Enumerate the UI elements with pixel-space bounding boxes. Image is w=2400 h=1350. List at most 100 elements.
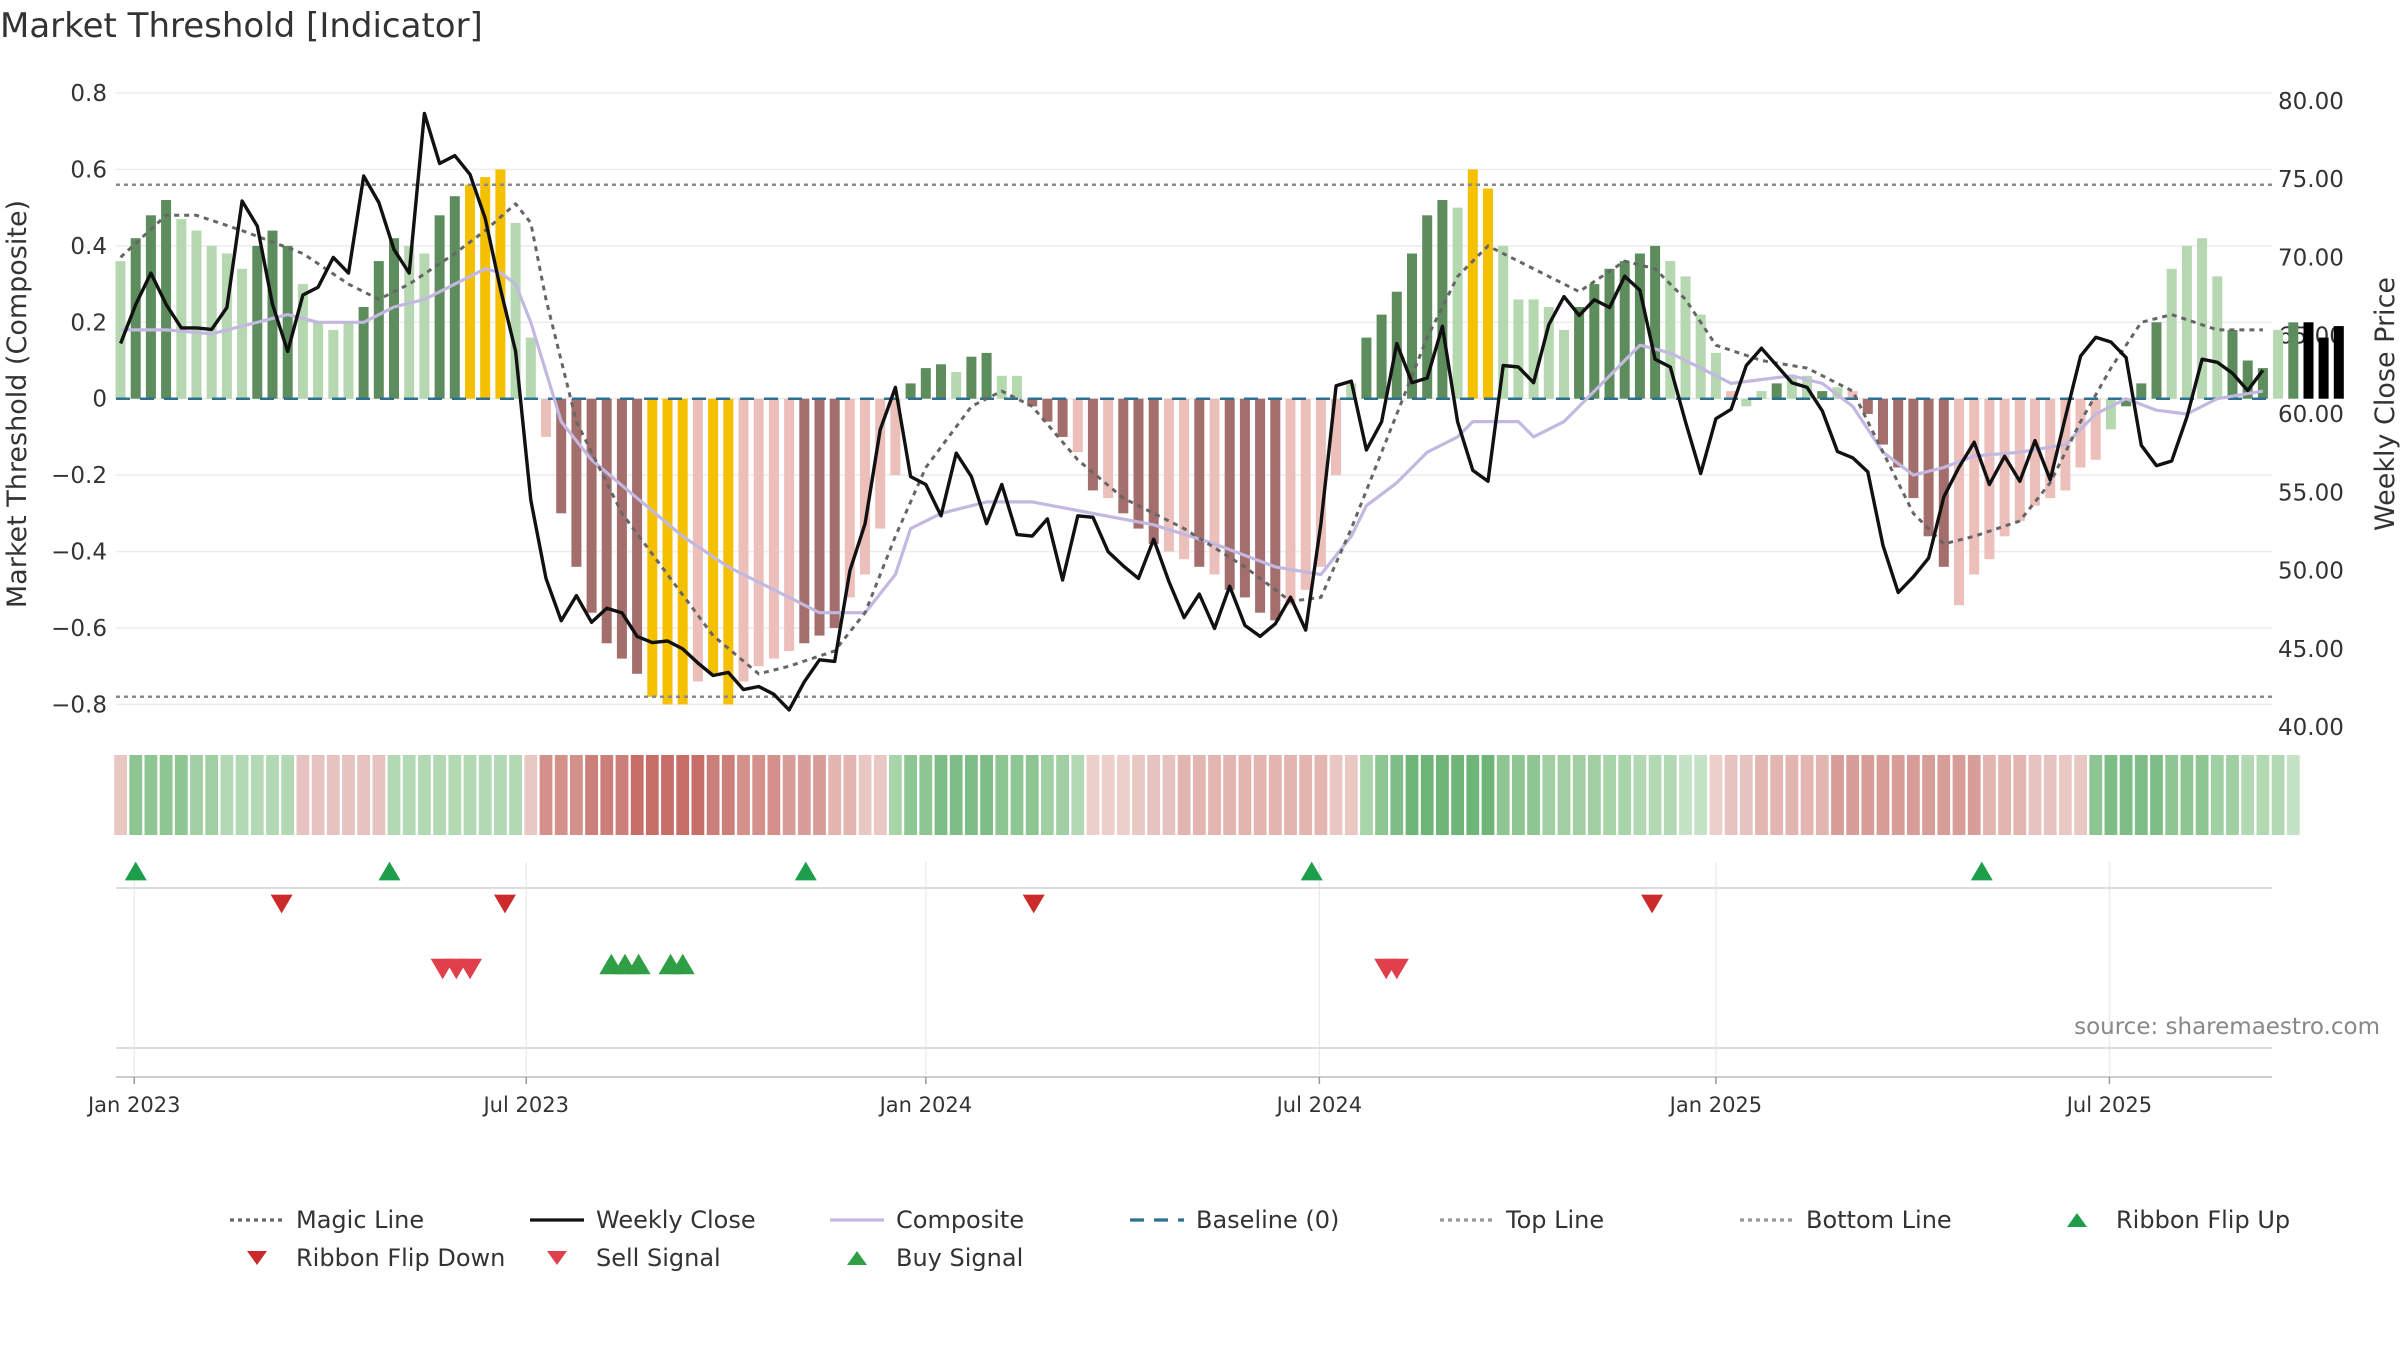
y2-tick-label: 50.00 [2278, 559, 2344, 585]
ribbon-cell [2089, 755, 2103, 835]
ribbon-cell [235, 755, 249, 835]
legend-swatch [1440, 1218, 1494, 1222]
ribbon-cell [1147, 755, 1161, 835]
ribbon-cell [1770, 755, 1784, 835]
ribbon-cell [402, 755, 416, 835]
composite-bar [662, 398, 673, 705]
y2-axis-label: Weekly Close Price [2370, 277, 2400, 531]
ribbon-cell [387, 755, 401, 835]
composite-bar [389, 238, 399, 399]
ribbon-cell [585, 755, 598, 835]
composite-bar [221, 253, 232, 399]
composite-bar [860, 398, 870, 575]
composite-bar [1057, 398, 1068, 437]
composite-bar [1072, 398, 1083, 453]
ribbon-cell [1344, 755, 1358, 835]
composite-bar [784, 398, 795, 651]
ribbon-cell [1025, 755, 1039, 835]
legend-swatch [247, 1251, 267, 1265]
ribbon-flip-up-marker [1300, 861, 1323, 881]
composite-bar [799, 398, 810, 644]
y2-tick-label: 45.00 [2278, 637, 2344, 663]
ribbon-cell [1162, 755, 1176, 835]
composite-bar [282, 245, 293, 399]
ribbon-cell [934, 755, 948, 835]
ribbon-cell [1603, 755, 1616, 835]
composite-bar [951, 372, 962, 399]
composite-bar [996, 375, 1007, 399]
composite-bar [1194, 398, 1205, 567]
composite-bar [404, 245, 415, 399]
x-tick-label: Jan 2023 [86, 1093, 181, 1117]
composite-bar [708, 398, 719, 674]
legend-item: Bottom Line [1740, 1206, 1952, 1234]
ribbon-cell [478, 755, 492, 835]
ribbon-cell [2119, 755, 2133, 835]
ribbon-cell [1466, 755, 1480, 835]
ribbon-cell [1192, 755, 1206, 835]
composite-bar [1224, 398, 1235, 590]
composite-bar [1027, 398, 1038, 407]
composite-bar [1665, 261, 1676, 399]
legend-item: Composite [830, 1206, 1024, 1234]
legend-label: Baseline (0) [1196, 1206, 1340, 1234]
ribbon-cell [1572, 755, 1586, 835]
ribbon-cell [767, 755, 781, 835]
ribbon-cell [1861, 755, 1875, 835]
composite-bar [601, 398, 612, 644]
composite-bar [1407, 253, 1417, 399]
composite-bar [2303, 322, 2314, 399]
ribbon-cell [889, 755, 902, 835]
composite-bar [616, 398, 627, 659]
ribbon-cell [570, 755, 583, 835]
ribbon-cell [174, 755, 188, 835]
ribbon-cell [524, 755, 538, 835]
legend-swatch [1130, 1218, 1184, 1222]
composite-bar [2318, 337, 2329, 399]
composite-bar [1969, 398, 1980, 575]
composite-bar [1604, 268, 1615, 399]
ribbon-flip-down-marker [270, 894, 293, 914]
composite-bar [814, 398, 825, 636]
composite-bar [2166, 268, 2177, 399]
ribbon-cell [980, 755, 993, 835]
composite-bar [2090, 398, 2101, 460]
legend-swatch [2067, 1213, 2087, 1227]
legend-item: Ribbon Flip Down [230, 1244, 505, 1272]
legend-item: Top Line [1440, 1206, 1604, 1234]
composite-bar [1680, 276, 1691, 399]
composite-bar [571, 398, 582, 567]
ribbon-cell [1314, 755, 1328, 835]
composite-bar [510, 222, 521, 399]
ribbon-cell [372, 755, 386, 835]
composite-bar [434, 215, 445, 399]
ribbon-cell [144, 755, 158, 835]
composite-bar [1285, 398, 1296, 606]
legend-label: Weekly Close [596, 1206, 756, 1234]
ribbon-cell [1648, 755, 1662, 835]
ribbon-cell [266, 755, 279, 835]
ribbon-cell [843, 755, 857, 835]
ribbon-cell [1360, 755, 1373, 835]
composite-bar [1467, 169, 1478, 399]
legend-label: Ribbon Flip Down [296, 1244, 506, 1272]
composite-bar [1452, 207, 1463, 399]
ribbon-cell [311, 755, 325, 835]
ribbon-cell [2271, 755, 2285, 835]
ribbon-cell [1375, 755, 1388, 835]
y-tick-label: −0.8 [51, 692, 107, 718]
legend-label: Sell Signal [596, 1244, 721, 1272]
ribbon-cell [1177, 755, 1191, 835]
composite-bar [586, 398, 597, 613]
composite-bar [1741, 398, 1752, 407]
composite-bar [1574, 307, 1585, 399]
ribbon-cell [676, 755, 690, 835]
ribbon-cell [1633, 755, 1647, 835]
composite-bar [981, 352, 992, 399]
ribbon-flip-down-marker [1641, 894, 1664, 914]
composite-bar [1209, 398, 1220, 575]
composite-bar [1650, 245, 1661, 399]
composite-bar [343, 322, 354, 399]
composite-bar [2181, 245, 2192, 399]
chart-title: Market Threshold [Indicator] [0, 6, 483, 46]
